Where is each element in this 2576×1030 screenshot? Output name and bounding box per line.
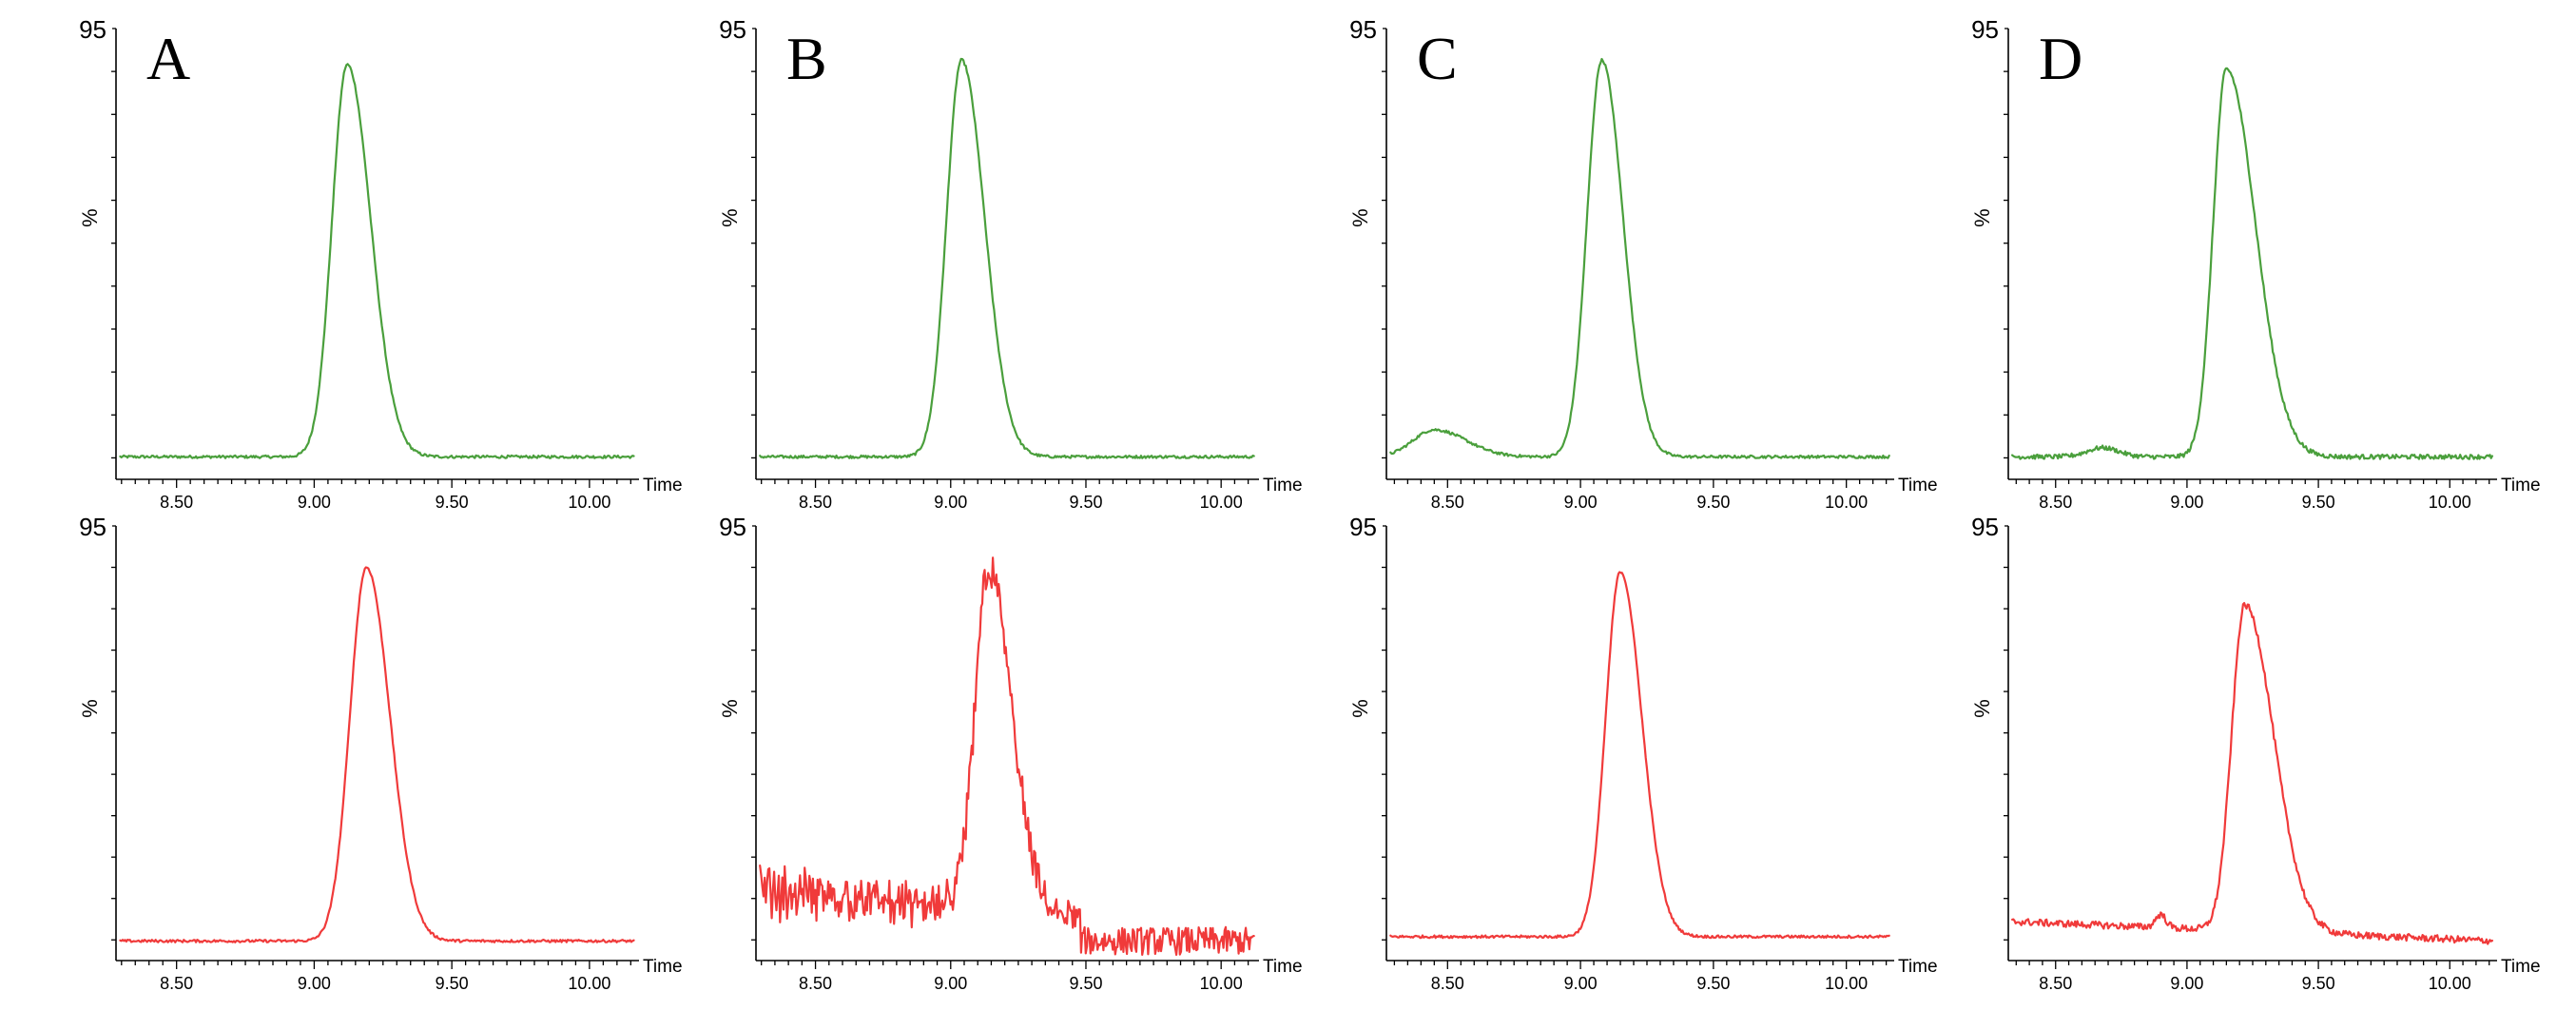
chromatogram-trace — [2011, 67, 2493, 460]
x-tick-label: 10.00 — [568, 974, 610, 993]
chart-b-top: 8.50 9.00 9.50 10.00 Time 95% B — [718, 15, 1303, 512]
chromatogram-trace — [759, 57, 1255, 459]
x-tick-label: 10.00 — [2429, 974, 2471, 993]
chromatogram-trace — [1389, 571, 1890, 940]
x-tick-label: 8.50 — [799, 493, 832, 512]
x-tick-label: 9.50 — [1069, 493, 1102, 512]
y-max-label: 95 — [1349, 15, 1377, 44]
x-tick-label: 10.00 — [568, 493, 610, 512]
panel-label-d: D — [2039, 25, 2082, 92]
x-tick-label: 9.50 — [2302, 974, 2335, 993]
x-axis-label: Time — [643, 476, 683, 496]
y-max-label: 95 — [79, 513, 107, 541]
x-tick-label: 9.50 — [1696, 974, 1730, 993]
y-axis-label: % — [718, 699, 742, 718]
panel-label-a: A — [146, 25, 190, 92]
x-tick-label: 9.00 — [1564, 493, 1598, 512]
chromatogram-trace — [1389, 57, 1890, 459]
chart-c-top: 8.50 9.00 9.50 10.00 Time 95% C — [1348, 15, 1938, 512]
panels-group: 8.50 9.00 9.50 10.00 Time 95% A 8.50 9.00 9.50 10.… — [78, 15, 2541, 993]
chromatogram-trace — [119, 566, 635, 943]
x-tick-label: 9.00 — [298, 493, 331, 512]
panel-label-c: C — [1417, 25, 1458, 92]
x-tick-label: 9.50 — [436, 974, 469, 993]
chromatogram-trace — [2011, 602, 2493, 945]
chart-b-bottom: 8.50 9.00 9.50 10.00 Time 95% — [718, 513, 1303, 993]
y-max-label: 95 — [719, 513, 746, 541]
x-tick-label: 8.50 — [2039, 493, 2072, 512]
panel-label-b: B — [786, 25, 827, 92]
x-tick-label: 8.50 — [1431, 974, 1464, 993]
x-tick-label: 8.50 — [160, 974, 193, 993]
x-tick-label: 8.50 — [799, 974, 832, 993]
x-tick-label: 10.00 — [1825, 493, 1868, 512]
x-tick-label: 9.00 — [2170, 974, 2203, 993]
x-tick-label: 9.00 — [934, 974, 967, 993]
y-max-label: 95 — [719, 15, 746, 44]
x-tick-label: 10.00 — [2429, 493, 2471, 512]
y-max-label: 95 — [79, 15, 107, 44]
x-tick-label: 9.50 — [436, 493, 469, 512]
x-axis-label: Time — [1263, 476, 1303, 496]
x-tick-label: 8.50 — [1431, 493, 1464, 512]
chart-c-bottom: 8.50 9.00 9.50 10.00 Time 95% — [1348, 513, 1938, 993]
x-axis-label: Time — [643, 957, 683, 977]
x-tick-label: 9.00 — [1564, 974, 1598, 993]
chart-a-top: 8.50 9.00 9.50 10.00 Time 95% A — [78, 15, 683, 512]
chart-a-bottom: 8.50 9.00 9.50 10.00 Time 95% — [78, 513, 683, 993]
x-tick-label: 9.50 — [1696, 493, 1730, 512]
chromatogram-trace — [759, 556, 1255, 956]
x-tick-label: 8.50 — [2039, 974, 2072, 993]
y-axis-label: % — [78, 208, 102, 227]
x-tick-label: 10.00 — [1200, 493, 1243, 512]
x-axis-label: Time — [1263, 957, 1303, 977]
x-tick-label: 9.00 — [934, 493, 967, 512]
chromatogram-trace — [119, 63, 635, 459]
y-axis-label: % — [718, 208, 742, 227]
y-axis-label: % — [1970, 208, 1994, 227]
y-axis-label: % — [78, 699, 102, 718]
x-tick-label: 10.00 — [1825, 974, 1868, 993]
y-axis-label: % — [1348, 208, 1372, 227]
y-max-label: 95 — [1349, 513, 1377, 541]
y-axis-label: % — [1348, 699, 1372, 718]
x-axis-label: Time — [1898, 957, 1938, 977]
x-tick-label: 9.50 — [1069, 974, 1102, 993]
chart-d-top: 8.50 9.00 9.50 10.00 Time 95% D — [1970, 15, 2541, 512]
x-tick-label: 9.50 — [2302, 493, 2335, 512]
x-axis-label: Time — [1898, 476, 1938, 496]
y-max-label: 95 — [1971, 15, 1999, 44]
x-axis-label: Time — [2501, 476, 2541, 496]
chart-d-bottom: 8.50 9.00 9.50 10.00 Time 95% — [1970, 513, 2541, 993]
x-tick-label: 9.00 — [2170, 493, 2203, 512]
x-tick-label: 8.50 — [160, 493, 193, 512]
x-axis-label: Time — [2501, 957, 2541, 977]
y-max-label: 95 — [1971, 513, 1999, 541]
x-tick-label: 10.00 — [1200, 974, 1243, 993]
x-tick-label: 9.00 — [298, 974, 331, 993]
y-axis-label: % — [1970, 699, 1994, 718]
